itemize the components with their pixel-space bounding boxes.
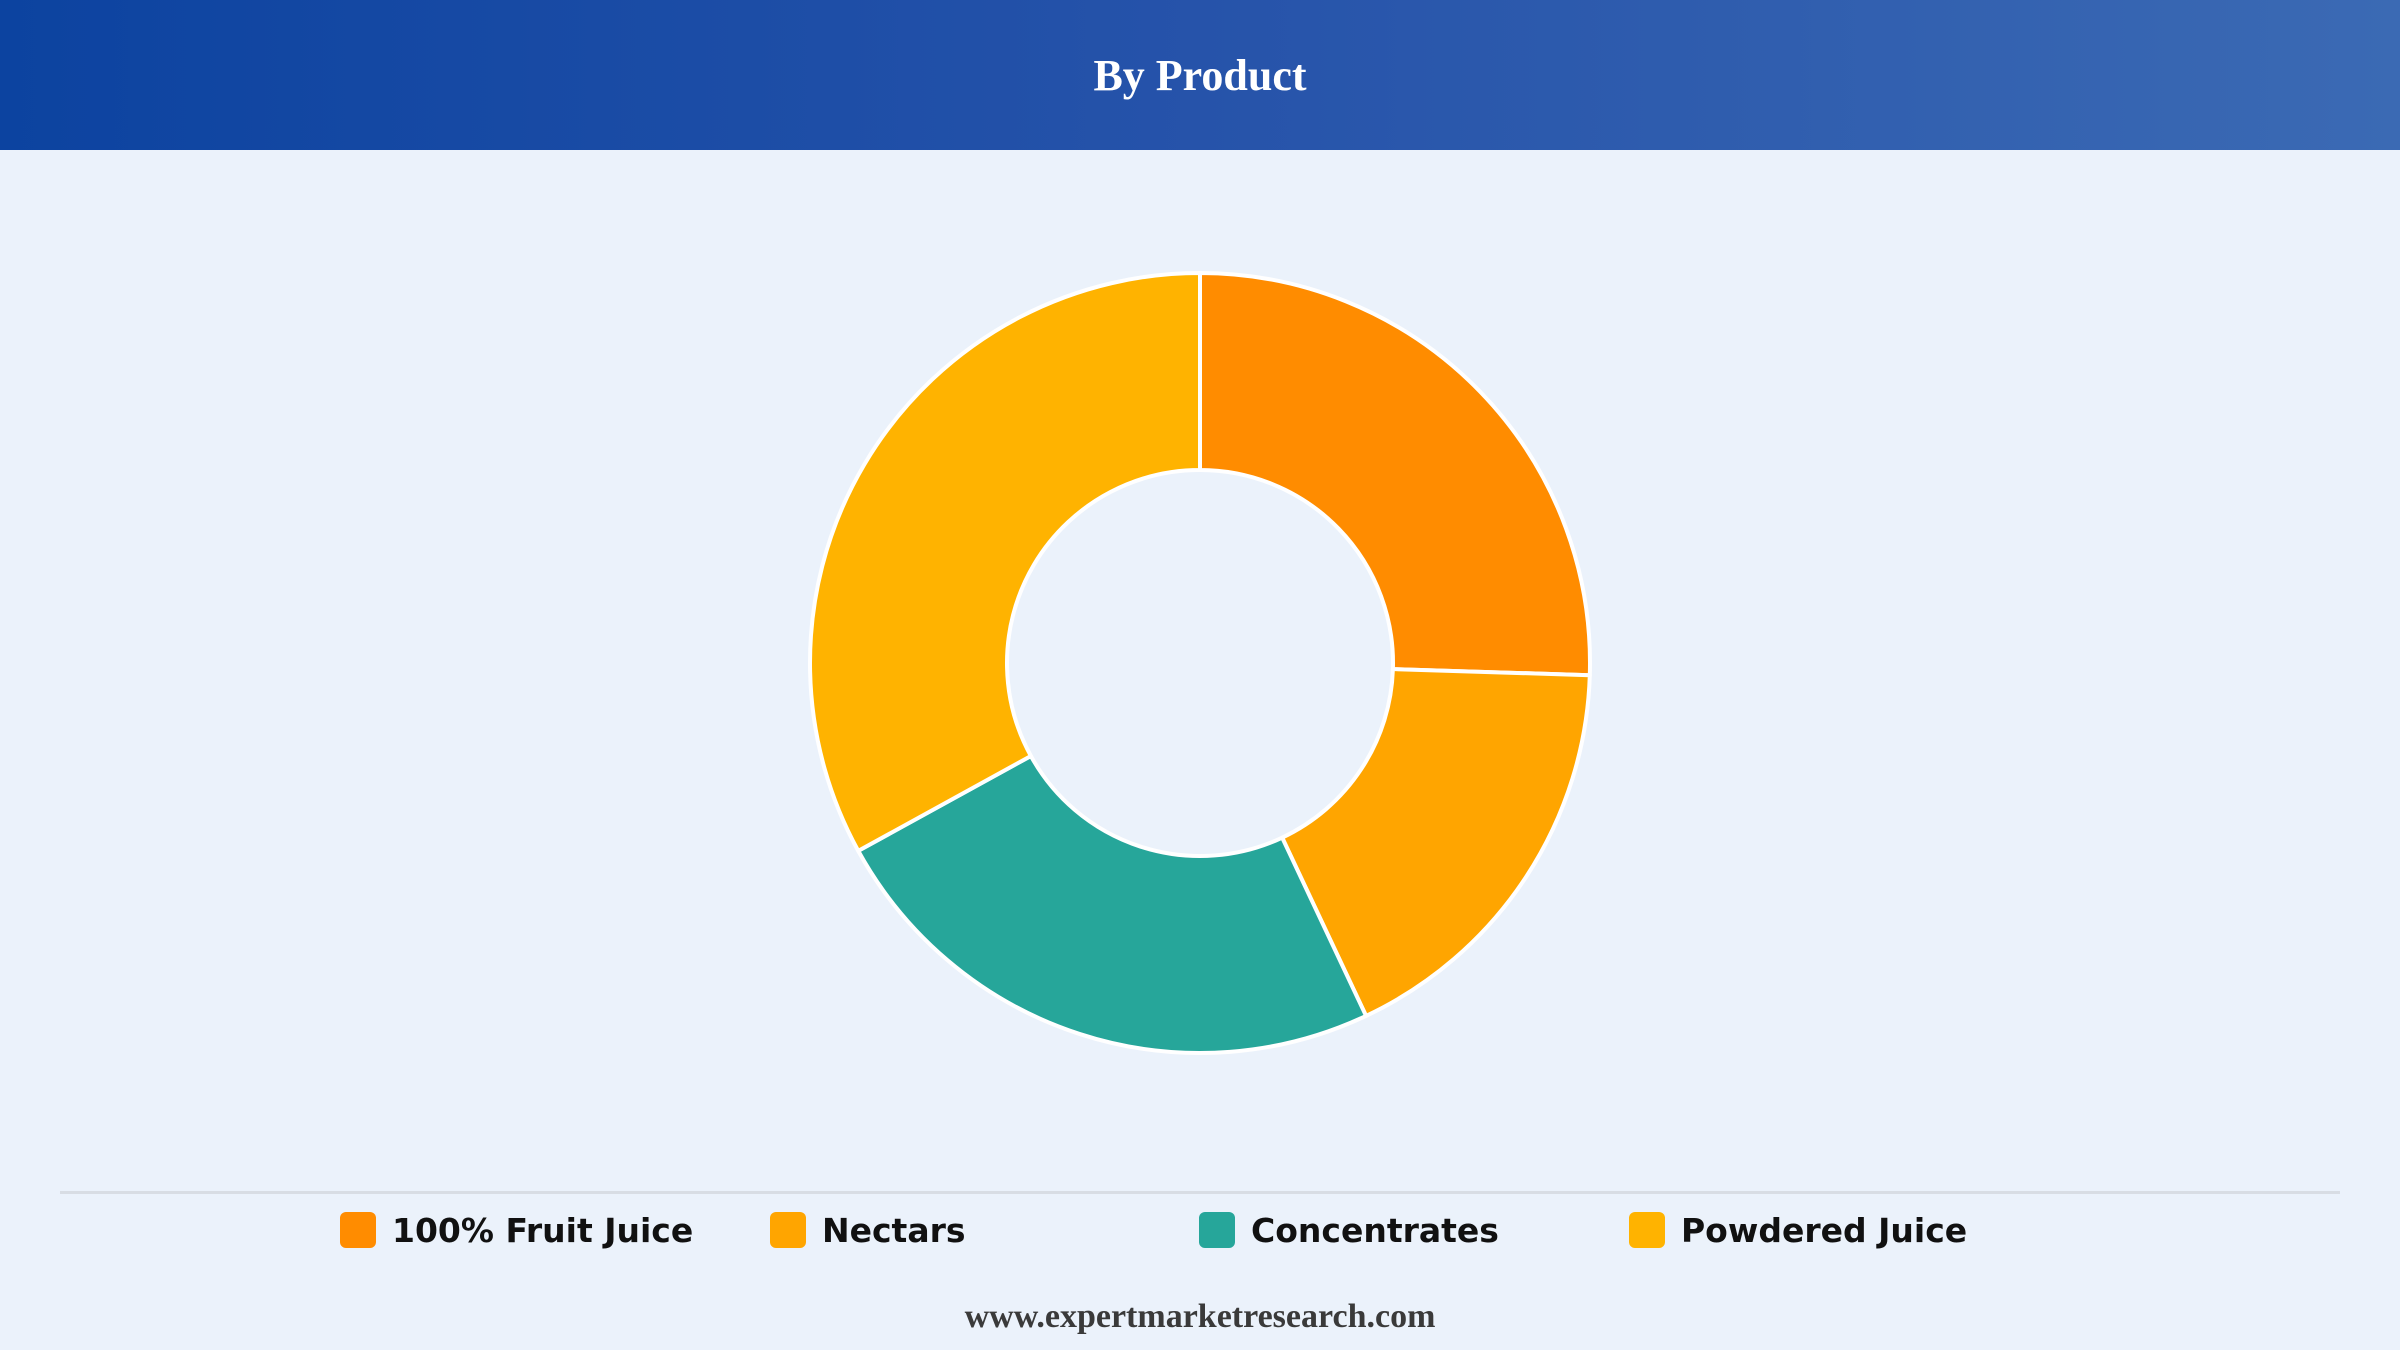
legend-swatch [770, 1212, 806, 1248]
legend-item-concentrates: Concentrates [1199, 1207, 1499, 1253]
source-url: www.expertmarketresearch.com [964, 1298, 1436, 1335]
legend-item-100-fruit-juice: 100% Fruit Juice [340, 1207, 693, 1253]
slice-nectars [1280, 667, 1592, 1018]
chart-header: By Product [0, 0, 2400, 150]
legend-divider [60, 1191, 2340, 1194]
legend-label: Powdered Juice [1681, 1210, 1968, 1250]
donut-chart [808, 271, 1592, 1055]
legend-swatch [340, 1212, 376, 1248]
legend-item-nectars: Nectars [770, 1207, 966, 1253]
legend-label: Nectars [822, 1210, 966, 1250]
legend-swatch [1629, 1212, 1665, 1248]
legend-swatch [1199, 1212, 1235, 1248]
chart-legend: 100% Fruit Juice Nectars Concentrates Po… [0, 1207, 2400, 1253]
legend-label: 100% Fruit Juice [392, 1210, 694, 1250]
slice-concentrates [856, 753, 1369, 1055]
slice-powdered-juice [808, 271, 1202, 853]
legend-label: Concentrates [1251, 1210, 1499, 1250]
legend-item-powdered-juice: Powdered Juice [1629, 1207, 1967, 1253]
slice-100-fruit-juice [1198, 271, 1592, 678]
chart-title: By Product [1093, 50, 1307, 100]
